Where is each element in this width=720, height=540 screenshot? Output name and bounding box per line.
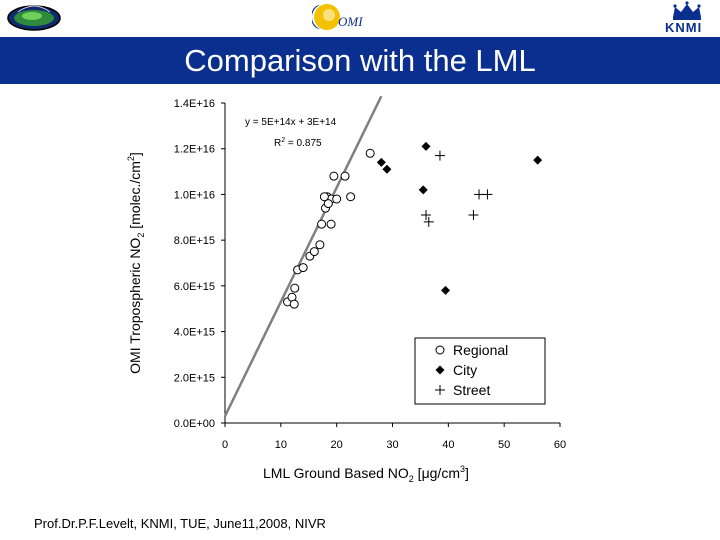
- street-point: [423, 216, 434, 227]
- omi-logo-icon: [312, 4, 340, 30]
- street-point: [421, 210, 431, 220]
- street-point: [482, 189, 493, 200]
- y-tick-label: 2.0E+15: [174, 372, 215, 384]
- regional-point: [329, 171, 339, 181]
- y-tick-label: 1.0E+16: [174, 189, 215, 201]
- y-tick-label: 8.0E+15: [174, 235, 215, 247]
- x-tick-label: 10: [275, 439, 287, 451]
- x-tick-label: 50: [498, 439, 510, 451]
- city-point: [382, 164, 392, 174]
- street-point: [474, 189, 485, 200]
- legend-label-city: City: [453, 362, 477, 378]
- knmi-crown-logo-icon: [673, 1, 701, 20]
- regional-point: [365, 148, 375, 158]
- city-point: [418, 185, 428, 195]
- regional-point: [332, 194, 342, 204]
- regression-line: [223, 95, 383, 417]
- regional-point: [298, 263, 308, 273]
- legend-marker-regional: [435, 345, 445, 355]
- y-tick-label: 1.4E+16: [174, 98, 215, 110]
- x-tick-label: 0: [222, 439, 228, 451]
- regional-point: [326, 219, 336, 229]
- title-bar: Comparison with the LML: [0, 37, 720, 84]
- legend-label-regional: Regional: [453, 342, 508, 358]
- legend-marker-city: [435, 365, 445, 375]
- street-point: [434, 150, 445, 161]
- city-point: [376, 157, 386, 167]
- knmi-logo-text: KNMI: [665, 20, 703, 35]
- regional-point: [346, 192, 356, 202]
- x-tick-label: 30: [386, 439, 398, 451]
- regional-point: [340, 171, 350, 181]
- regional-point: [309, 247, 319, 257]
- equation-label: y = 5E+14x + 3E+14: [245, 117, 337, 128]
- regional-point: [323, 199, 333, 209]
- scatter-chart: 0.0E+00 2.0E+15 4.0E+15 6.0E+15 8.0E+15 1.0E+…: [126, 95, 566, 484]
- y-tick-label: 1.2E+16: [174, 144, 215, 156]
- regional-point: [290, 283, 300, 293]
- regional-point: [289, 299, 299, 309]
- footer-text: Prof.Dr.P.F.Levelt, KNMI, TUE, June11,20…: [34, 516, 326, 531]
- regional-point: [319, 192, 329, 202]
- city-point: [441, 285, 451, 295]
- x-tick-label: 20: [331, 439, 343, 451]
- x-tick-label: 40: [442, 439, 454, 451]
- earth-satellite-logo-icon: [7, 5, 61, 31]
- chart-legend: Regional City Street: [414, 337, 546, 405]
- legend-label-street: Street: [453, 382, 490, 398]
- y-tick-label: 4.0E+15: [174, 327, 215, 339]
- slide-title: Comparison with the LML: [184, 43, 536, 78]
- legend-marker-street: [435, 385, 445, 395]
- omi-logo-text: OMI: [338, 14, 363, 29]
- r-squared-label: R2 = 0.875: [274, 137, 322, 149]
- x-tick-label: 60: [554, 439, 566, 451]
- y-tick-label: 0.0E+00: [174, 418, 215, 430]
- y-tick-label: 6.0E+15: [174, 281, 215, 293]
- regional-point: [317, 219, 327, 229]
- x-axis-label: LML Ground Based NO2 [μg/cm3]: [263, 464, 469, 484]
- street-point: [468, 210, 479, 220]
- city-point: [533, 155, 543, 165]
- city-point: [421, 141, 431, 151]
- y-axis-label: OMI Tropospheric NO2 [molec./cm2]: [126, 152, 146, 374]
- regional-point: [315, 240, 325, 250]
